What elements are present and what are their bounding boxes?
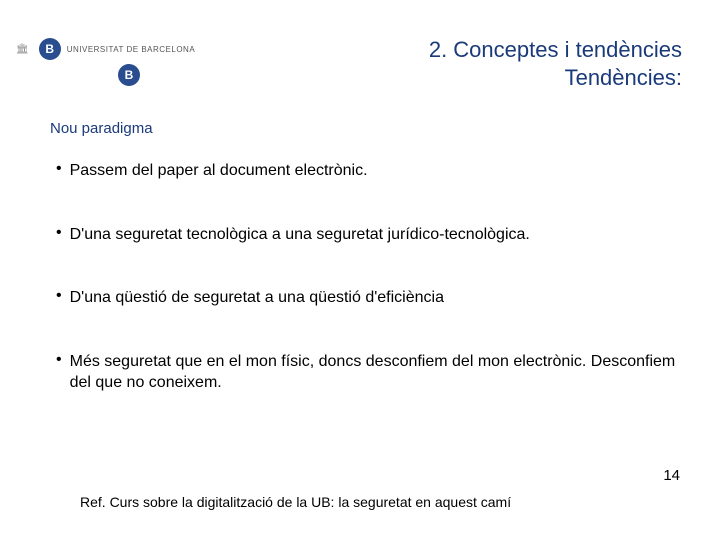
bullet-marker-icon: • <box>56 224 62 242</box>
bullet-text: Passem del paper al document electrònic. <box>70 160 368 182</box>
bullet-text: D'una qüestió de seguretat a una qüestió… <box>70 287 444 309</box>
bullet-item: • Passem del paper al document electròni… <box>56 160 680 182</box>
university-name: UNIVERSITAT DE BARCELONA <box>67 45 195 54</box>
bullet-marker-icon: • <box>56 160 62 178</box>
bullet-marker-icon: • <box>56 351 62 369</box>
building-icon: 🏛 <box>16 44 29 55</box>
ub-logo-icon-secondary: B <box>118 64 140 86</box>
page-number: 14 <box>663 467 680 484</box>
bullet-text: D'una seguretat tecnològica a una segure… <box>70 224 530 246</box>
bullet-item: • D'una seguretat tecnològica a una segu… <box>56 224 680 246</box>
ub-logo-icon: B <box>39 38 61 60</box>
bullet-item: • Més seguretat que en el mon físic, don… <box>56 351 680 394</box>
bullet-list: • Passem del paper al document electròni… <box>56 160 680 436</box>
slide-subtitle: Nou paradigma <box>50 120 153 137</box>
header-logo-block: 🏛 B UNIVERSITAT DE BARCELONA <box>16 38 195 60</box>
title-line-2: Tendències: <box>429 64 682 92</box>
bullet-text: Més seguretat que en el mon físic, doncs… <box>70 351 680 394</box>
bullet-item: • D'una qüestió de seguretat a una qüest… <box>56 287 680 309</box>
bullet-marker-icon: • <box>56 287 62 305</box>
title-line-1: 2. Conceptes i tendències <box>429 36 682 64</box>
footer-reference: Ref. Curs sobre la digitalització de la … <box>80 494 511 510</box>
slide-title: 2. Conceptes i tendències Tendències: <box>429 36 682 91</box>
